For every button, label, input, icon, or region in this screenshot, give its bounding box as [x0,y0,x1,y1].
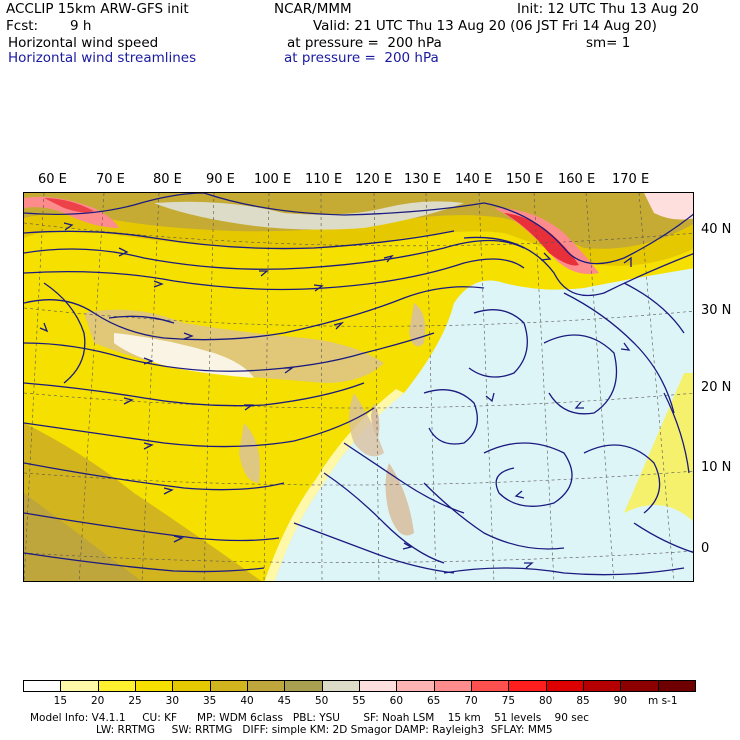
colorbar-swatch [209,680,248,692]
model-info-line1: Model Info: V4.1.1 CU: KF MP: WDM 6class… [30,712,589,724]
colorbar-tick: 80 [538,695,553,707]
colorbar-swatch [433,680,472,692]
lon-label: 70 E [96,172,125,187]
wind-speed-shading [264,389,404,581]
lon-label: 150 E [506,172,544,187]
forecast-label: Fcst: [6,18,39,34]
colorbar-swatch [284,680,323,692]
lon-label: 60 E [38,172,67,187]
wind-map-canvas [24,193,693,581]
jet-core [504,213,579,266]
colorbar-swatch [135,680,174,692]
colorbar-tick: 35 [202,695,217,707]
calm-wind-region [114,333,254,378]
streamline-arrows [39,222,632,569]
lon-label: 170 E [612,172,650,187]
init-time: Init: 12 UTC Thu 13 Aug 20 [517,1,699,17]
colorbar-swatch [23,680,62,692]
lon-label: 80 E [153,172,182,187]
colorbar-swatch [396,680,435,692]
lon-label: 130 E [404,172,442,187]
graticule [24,193,693,581]
colorbar-swatch [583,680,622,692]
organization-label: NCAR/MMM [274,1,352,17]
lon-label: 90 E [206,172,235,187]
lat-label: 0 [701,541,710,556]
lat-label: 20 N [701,380,732,395]
jet-core [644,193,693,220]
colorbar-tick: 75 [501,695,516,707]
colorbar-tick: 65 [426,695,441,707]
calm-wind-region [274,268,693,581]
land-region [349,393,384,457]
colorbar-swatch [247,680,286,692]
lon-label: 100 E [254,172,292,187]
colorbar-swatch [508,680,547,692]
wind-map [23,192,694,582]
colorbar-tick: 15 [53,695,68,707]
lon-label: 110 E [305,172,343,187]
field1-level: at pressure = 200 hPa [287,35,442,51]
forecast-value: 9 h [70,18,92,34]
colorbar-tick: 50 [314,695,329,707]
colorbar-tick: 60 [389,695,404,707]
colorbar-swatch [60,680,99,692]
jet-stream-band [154,201,464,230]
colorbar-tick: 40 [240,695,254,707]
colorbar-units: m s-1 [648,695,678,707]
land-region [385,463,414,536]
smoothing-label: sm= 1 [586,35,631,51]
jet-core [44,198,94,213]
lat-label: 10 N [701,460,732,475]
colorbar-tick: 25 [128,695,142,707]
colorbar-swatch [471,680,510,692]
model-title: ACCLIP 15km ARW-GFS init [6,1,189,17]
wind-streamlines [24,193,693,576]
lon-label: 120 E [355,172,393,187]
valid-time: Valid: 21 UTC Thu 13 Aug 20 (06 JST Fri … [313,18,657,34]
colorbar-swatch [620,680,659,692]
lon-label: 160 E [558,172,596,187]
model-info-line2: LW: RRTMG SW: RRTMG DIFF: simple KM: 2D … [96,724,553,736]
colorbar-swatch [97,680,136,692]
wind-speed-shading [624,373,693,522]
field1-name: Horizontal wind speed [8,35,159,51]
field2-name: Horizontal wind streamlines [8,50,197,66]
lat-label: 40 N [701,222,732,237]
colorbar-swatch [172,680,211,692]
colorbar-tick: 90 [613,695,628,707]
wind-speed-colorbar [23,680,696,692]
land-region [239,423,260,483]
field2-level: at pressure = 200 hPa [284,50,439,66]
colorbar-swatch [545,680,584,692]
colorbar-swatch [321,680,360,692]
wind-speed-shading [24,493,142,581]
colorbar-tick: 20 [90,695,105,707]
land-region [409,303,426,347]
colorbar-tick: 70 [464,695,478,707]
colorbar-swatch [657,680,696,692]
colorbar-tick: 45 [277,695,292,707]
jet-core [24,196,119,228]
lat-label: 30 N [701,303,732,318]
lon-label: 140 E [455,172,493,187]
colorbar-swatch [359,680,398,692]
colorbar-tick: 30 [165,695,180,707]
colorbar-tick: 85 [576,695,590,707]
colorbar-tick: 55 [352,695,366,707]
